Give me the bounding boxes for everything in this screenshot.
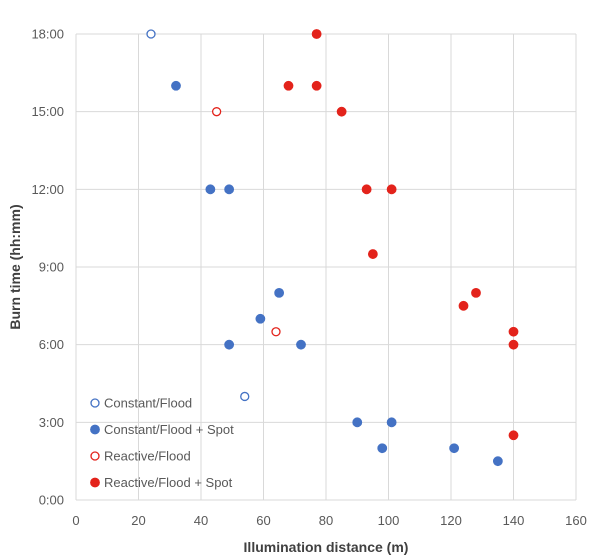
data-point	[449, 443, 460, 454]
data-point	[271, 327, 281, 337]
x-axis-title: Illumination distance (m)	[244, 539, 409, 555]
x-tick-label: 60	[256, 513, 270, 528]
legend: Constant/Flood Constant/Flood + Spot Rea…	[90, 396, 234, 490]
legend-label-reactive-flood-spot: Reactive/Flood + Spot	[104, 475, 233, 490]
x-tick-label: 160	[565, 513, 587, 528]
legend-label-constant-flood: Constant/Flood	[104, 396, 192, 411]
x-tick-label: 40	[194, 513, 208, 528]
data-point	[146, 29, 156, 39]
data-point	[224, 339, 235, 350]
data-point	[205, 184, 216, 195]
legend-marker-constant-flood-spot	[90, 424, 100, 435]
data-point	[386, 417, 397, 428]
data-point	[508, 339, 519, 350]
y-tick-label: 9:00	[39, 260, 64, 275]
tick-labels: 0 20 40 60 80 100 120 140 160 0:00 3:00 6:00 9:00 12:…	[31, 27, 586, 529]
data-point	[458, 300, 469, 311]
x-tick-label: 100	[378, 513, 400, 528]
data-point	[361, 184, 372, 195]
data-point	[492, 456, 503, 467]
data-point	[211, 107, 222, 117]
y-tick-label: 3:00	[39, 415, 64, 430]
data-points	[146, 29, 519, 467]
legend-item-constant-flood: Constant/Flood	[90, 396, 192, 411]
x-tick-label: 80	[319, 513, 333, 528]
y-tick-label: 6:00	[39, 337, 64, 352]
gridlines	[75, 33, 577, 501]
data-point	[352, 417, 363, 428]
legend-marker-reactive-flood-spot	[90, 477, 100, 488]
data-point	[311, 29, 322, 39]
legend-item-reactive-flood-spot: Reactive/Flood + Spot	[90, 475, 233, 490]
data-point	[367, 249, 378, 259]
legend-item-constant-flood-spot: Constant/Flood + Spot	[90, 422, 234, 437]
data-point	[224, 184, 235, 195]
data-point	[283, 80, 294, 91]
data-point	[471, 287, 481, 298]
x-tick-label: 120	[440, 513, 462, 528]
data-point	[336, 106, 347, 117]
data-point	[508, 326, 519, 337]
data-point	[171, 80, 181, 91]
legend-marker-constant-flood	[90, 398, 100, 408]
legend-item-reactive-flood: Reactive/Flood	[90, 449, 191, 464]
x-tick-label: 140	[503, 513, 525, 528]
data-point	[377, 443, 388, 454]
data-point	[386, 184, 397, 195]
x-tick-label: 20	[131, 513, 145, 528]
data-point	[240, 391, 250, 402]
y-tick-label: 0:00	[39, 493, 64, 508]
y-axis-title: Burn time (hh:mm)	[7, 204, 23, 329]
y-tick-label: 12:00	[31, 182, 64, 197]
data-point	[296, 339, 306, 350]
legend-label-constant-flood-spot: Constant/Flood + Spot	[104, 422, 234, 437]
data-point	[274, 287, 285, 298]
data-point	[311, 80, 322, 91]
y-tick-label: 18:00	[31, 27, 64, 42]
legend-label-reactive-flood: Reactive/Flood	[104, 449, 191, 464]
x-tick-label: 0	[72, 513, 79, 528]
y-tick-label: 15:00	[31, 104, 64, 119]
data-point	[508, 430, 519, 441]
data-point	[255, 313, 266, 324]
legend-marker-reactive-flood	[90, 451, 100, 461]
